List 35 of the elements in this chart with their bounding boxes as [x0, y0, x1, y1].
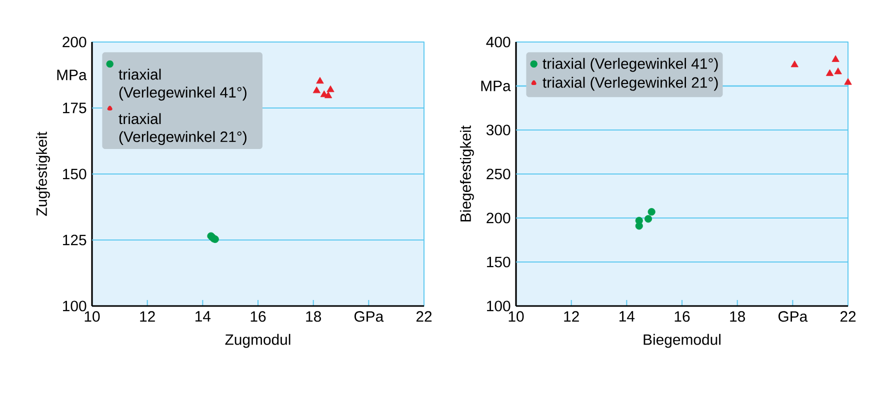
legend-label: triaxial (Verlegewinkel 41°) — [118, 68, 246, 101]
y-tick-label: 150 — [63, 168, 86, 180]
y-tick-label: 100 — [63, 300, 86, 312]
y-tick-label: 300 — [486, 124, 510, 136]
x-tick-label: GPa — [354, 311, 384, 322]
y-tick-label: 175 — [63, 102, 86, 114]
y-tick-label: 250 — [486, 168, 510, 180]
x-tick-label: 12 — [140, 311, 155, 322]
x-tick-label: 12 — [564, 311, 579, 322]
legend-label: triaxial (Verlegewinkel 41°) — [542, 58, 718, 72]
x-tick-label: 10 — [508, 311, 524, 322]
legend-label: triaxial (Verlegewinkel 21°) — [542, 76, 718, 91]
x-tick-label: 10 — [84, 311, 100, 322]
y-tick-label: MPa — [481, 80, 511, 92]
y-tick-label: 100 — [487, 300, 510, 312]
y-tick-label: 125 — [63, 234, 86, 246]
x-axis-title: Zugmodul — [225, 334, 290, 348]
x-tick-label: 18 — [730, 311, 745, 322]
x-tick-label: 14 — [196, 311, 211, 322]
x-tick-label: 22 — [416, 311, 432, 322]
legend-label: triaxial (Verlegewinkel 21°) — [118, 113, 246, 146]
y-tick-label: 200 — [486, 212, 510, 224]
x-axis-title: Biegemodul — [644, 334, 720, 348]
x-tick-label: 14 — [620, 311, 635, 322]
x-tick-label: 22 — [840, 311, 856, 322]
y-axis-title: Zugfestigkeit — [36, 132, 50, 216]
y-tick-label: 200 — [62, 36, 86, 48]
x-tick-label: 18 — [306, 311, 321, 322]
y-tick-label: MPa — [57, 70, 87, 80]
y-tick-label: 150 — [487, 256, 510, 268]
y-tick-label: 400 — [486, 36, 510, 48]
x-tick-label: GPa — [778, 311, 808, 322]
y-axis-title: Biegefestigkeit — [460, 126, 474, 222]
x-tick-label: 16 — [250, 311, 266, 322]
x-tick-label: 16 — [674, 311, 690, 322]
